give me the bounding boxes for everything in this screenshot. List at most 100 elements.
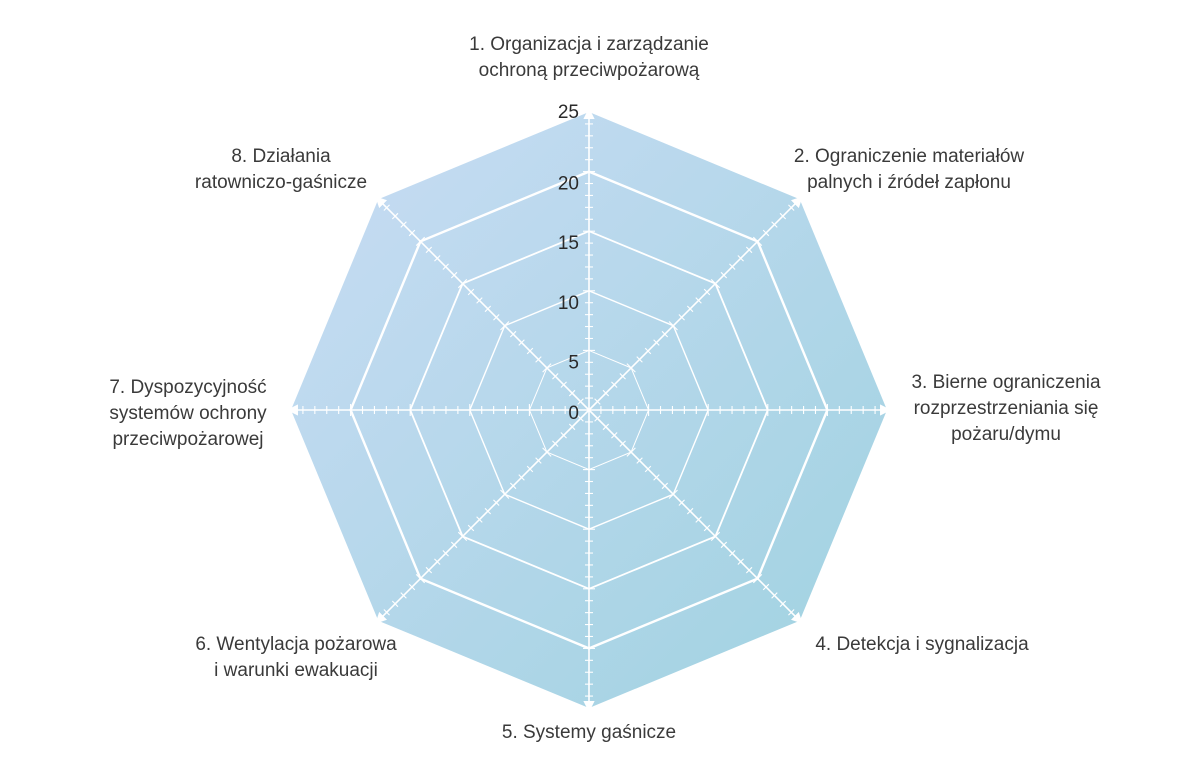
- axis-tick: [434, 558, 441, 565]
- axis-labels: 1. Organizacja i zarządzanie ochroną prze…: [109, 34, 1101, 743]
- axis-tick: [703, 288, 711, 296]
- axis-label-line: pożaru/dymu: [951, 424, 1061, 445]
- axis-tick: [678, 499, 685, 506]
- axis-tick: [611, 381, 618, 388]
- axis-tick: [720, 271, 728, 279]
- axis-tick: [745, 246, 753, 254]
- axis-tick: [626, 363, 636, 373]
- axis-tick: [425, 566, 433, 574]
- axis-tick: [509, 330, 517, 338]
- axis-lines: [286, 107, 892, 713]
- axis-tick: [542, 363, 552, 373]
- axis-tick: [568, 423, 576, 431]
- axis-tick: [476, 297, 483, 304]
- axis-tick: [695, 516, 702, 523]
- axis-tick: [500, 321, 510, 331]
- axis-label-line: 6. Wentylacja pożarowa: [195, 634, 397, 655]
- axis-label-line: ochroną przeciwpożarową: [479, 60, 700, 81]
- axis-tick: [560, 381, 567, 388]
- axis-tick: [442, 550, 449, 557]
- axis-tick: [686, 305, 694, 313]
- axis-tick: [568, 389, 576, 397]
- axis-tick: [450, 271, 458, 279]
- axis-tick: [594, 415, 601, 422]
- tick-label-25: 25: [558, 102, 579, 123]
- axis-tick: [542, 447, 552, 457]
- axis-label-5: 5. Systemy gaśnicze: [502, 722, 676, 743]
- axis-tick: [526, 465, 534, 473]
- axis-tick: [415, 573, 426, 584]
- axis-tick: [668, 489, 678, 499]
- axis-label-line: palnych i źródeł zapłonu: [807, 172, 1011, 193]
- axis-tick: [644, 465, 652, 473]
- axis-label-line: ratowniczo-gaśnicze: [195, 172, 367, 193]
- axis-tick: [552, 440, 559, 447]
- axis-tick: [391, 600, 399, 608]
- axis-label-line: 1. Organizacja i zarządzanie: [469, 34, 709, 55]
- axis-label-line: 2. Ograniczenie materiałów: [794, 146, 1024, 167]
- axis-tick: [408, 229, 416, 237]
- axis-label-line: 4. Detekcja i sygnalizacja: [815, 634, 1029, 655]
- axis-tick: [457, 278, 468, 289]
- axis-tick: [720, 541, 728, 549]
- axis-tick: [745, 566, 753, 574]
- axis-tick: [762, 229, 770, 237]
- axis-tick: [434, 255, 441, 262]
- axis-label-line: 8. Działania: [231, 146, 331, 167]
- axis-tick: [788, 204, 795, 211]
- tick-label-10: 10: [558, 293, 579, 314]
- axis-tick: [457, 531, 468, 542]
- axis-tick: [668, 321, 678, 331]
- axis-tick: [779, 212, 787, 220]
- axis-label-line: rozprzestrzeniania się: [914, 398, 1099, 419]
- axis-tick: [467, 288, 475, 296]
- axis-tick: [703, 524, 711, 532]
- axis-tick: [594, 398, 601, 405]
- axis-tick: [450, 541, 458, 549]
- axis-tick: [737, 255, 744, 262]
- axis-tick: [653, 339, 660, 346]
- axis-tick: [518, 474, 525, 481]
- axis-tick: [686, 507, 694, 515]
- axis-tick: [535, 356, 542, 363]
- tick-label-0: 0: [568, 403, 579, 424]
- axis-tick: [535, 457, 542, 464]
- axis-label-6: 6. Wentylacja pożarowa i warunki ewakuacj…: [195, 634, 397, 681]
- axis-tick: [752, 573, 763, 584]
- axis-tick: [710, 531, 721, 542]
- axis-tick: [493, 499, 500, 506]
- axis-tick: [771, 221, 778, 228]
- axis-tick: [729, 550, 736, 557]
- axis-tick: [408, 583, 416, 591]
- axis-tick: [577, 415, 584, 422]
- axis-tick: [788, 609, 795, 616]
- axis-tick: [729, 263, 736, 270]
- axis-tick: [518, 339, 525, 346]
- axis-label-line: systemów ochrony: [109, 403, 267, 424]
- axis-tick: [771, 592, 778, 599]
- axis-tick: [484, 305, 492, 313]
- axis-tick: [526, 347, 534, 355]
- axis-label-2: 2. Ograniczenie materiałów palnych i źród…: [794, 146, 1024, 193]
- axis-tick: [484, 507, 492, 515]
- axis-tick: [762, 583, 770, 591]
- axis-tick: [442, 263, 449, 270]
- axis-tick: [710, 278, 721, 289]
- axis-tick: [383, 609, 390, 616]
- axis-label-3: 3. Bierne ograniczenia rozprzestrzeniania…: [911, 372, 1100, 445]
- axis-tick: [476, 516, 483, 523]
- tick-label-20: 20: [558, 174, 579, 195]
- axis-tick: [636, 457, 643, 464]
- axis-tick: [661, 482, 669, 490]
- axis-tick: [626, 447, 636, 457]
- axis-label-line: 5. Systemy gaśnicze: [502, 722, 676, 743]
- axis-tick: [577, 398, 584, 405]
- axis-tick: [552, 373, 559, 380]
- axis-tick: [391, 212, 399, 220]
- axis-tick: [415, 236, 426, 247]
- axis-tick: [383, 204, 390, 211]
- axis-tick: [500, 489, 510, 499]
- axis-tick: [509, 482, 517, 490]
- axis-tick: [602, 389, 610, 397]
- axis-label-4: 4. Detekcja i sygnalizacja: [815, 634, 1029, 655]
